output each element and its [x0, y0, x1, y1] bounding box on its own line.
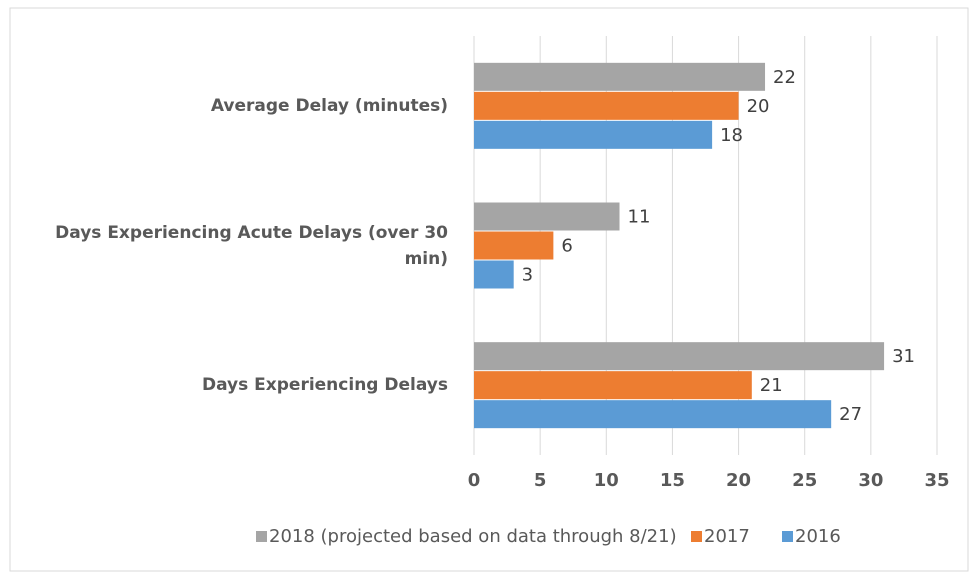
value-label: 31: [892, 346, 915, 367]
x-tick-label: 10: [594, 470, 619, 491]
bar: [474, 231, 554, 260]
x-tick-label: 5: [534, 470, 547, 491]
bar: [474, 371, 752, 400]
legend-swatch: [782, 531, 793, 542]
bar: [474, 91, 739, 120]
x-tick-label: 25: [792, 470, 817, 491]
category-label-box: Days Experiencing Delays: [201, 375, 448, 396]
value-label: 11: [628, 207, 651, 228]
value-label: 20: [747, 96, 770, 117]
value-label: 3: [522, 265, 533, 286]
category-label-box: Average Delay (minutes): [210, 95, 448, 116]
legend-label: 2016: [795, 526, 841, 547]
category-label: Days Experiencing Delays: [201, 375, 448, 396]
x-tick-label: 30: [858, 470, 883, 491]
value-label: 27: [839, 404, 862, 425]
value-label: 21: [760, 375, 783, 396]
bar: [474, 342, 885, 371]
legend-swatch: [691, 531, 702, 542]
bar: [474, 260, 514, 289]
x-tick-label: 15: [660, 470, 685, 491]
bar: [474, 62, 766, 91]
value-label: 22: [773, 67, 796, 88]
legend-swatch: [256, 531, 267, 542]
value-label: 18: [720, 125, 743, 146]
legend-label: 2018 (projected based on data through 8/…: [269, 526, 677, 547]
category-label-box: Days Experiencing Acute Delays (over 30 …: [55, 222, 448, 269]
bar: [474, 400, 832, 429]
bar: [474, 202, 620, 231]
x-tick-label: 0: [468, 470, 481, 491]
category-label: Days Experiencing Acute Delays (over 30 …: [55, 222, 448, 269]
bar: [474, 120, 713, 149]
x-tick-label: 35: [924, 470, 949, 491]
x-tick-label: 20: [726, 470, 751, 491]
legend-label: 2017: [704, 526, 750, 547]
category-label: Average Delay (minutes): [210, 95, 448, 116]
value-label: 6: [561, 236, 572, 257]
